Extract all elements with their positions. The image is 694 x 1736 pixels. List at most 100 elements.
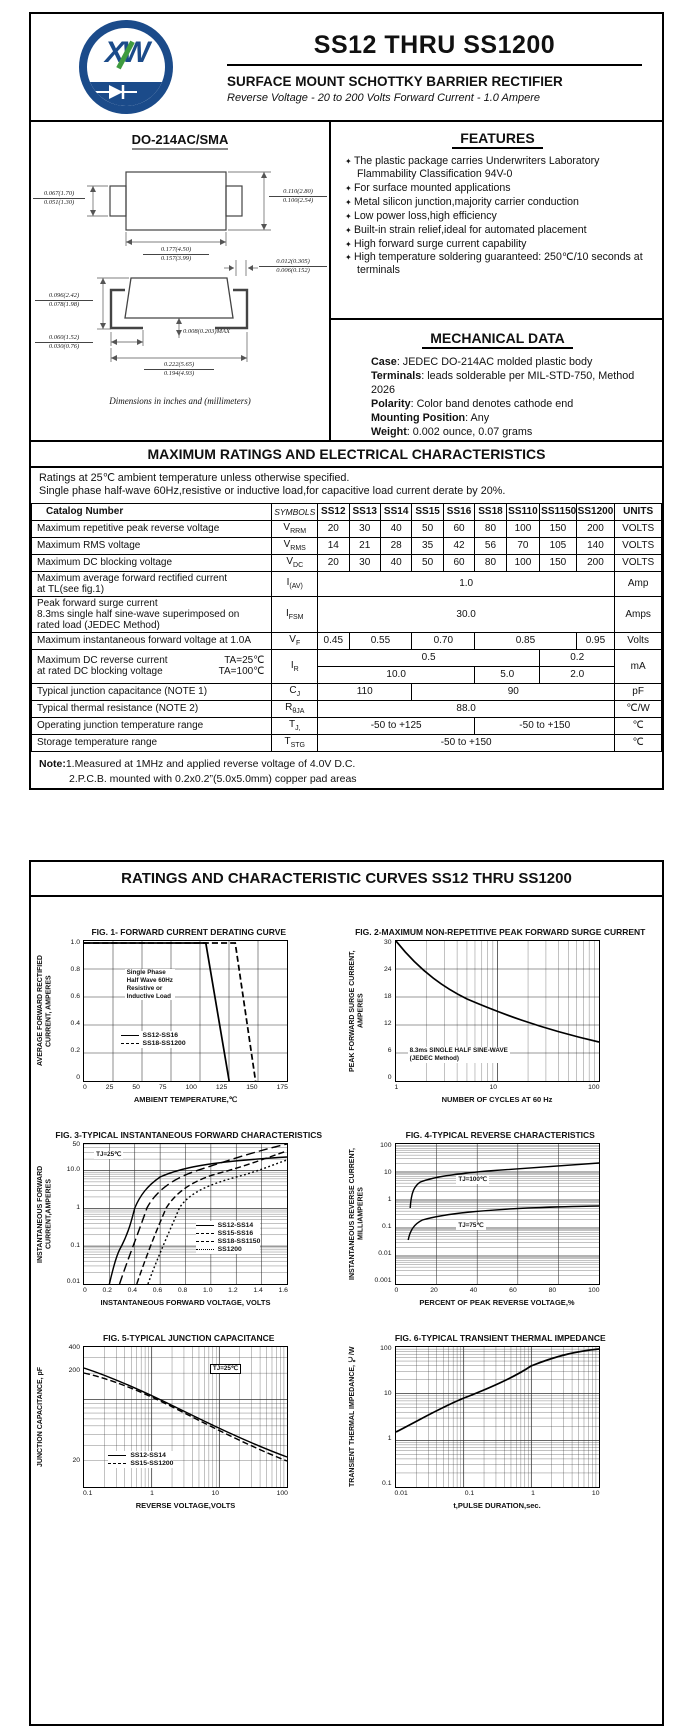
figure-5-plot: TJ=25℃ SS12-SS14 SS15-SS1200 [83,1346,288,1488]
table-row: Maximum DC reverse current TA=25℃ at rate… [30,648,662,684]
table-row: Maximum instantaneous forward voltage at… [30,631,662,650]
figure-6-plot [394,1346,600,1488]
table-row: Maximum repetitive peak reverse voltage … [30,519,662,538]
table-row: Operating junction temperature range TJ,… [30,716,662,735]
mech-polarity: Polarity: Color band denotes cathode end [371,398,574,411]
figure-5-annotation: TJ=25℃ [209,1363,241,1374]
figure-3-legend: SS12-SS14 SS15-SS16 SS18-SS1150 SS1200 [195,1221,261,1254]
figure-1-ylabel: AVERAGE FORWARD RECTIFIED CURRENT, AMPER… [37,955,53,1067]
dim-lead-thickness: 0.012(0.305) 0.006(0.152) [259,258,327,275]
note-line-2: 2.P.C.B. mounted with 0.2x0.2”(5.0x5.0mm… [69,773,357,786]
mech-terminals: Terminals: leads solderable per MIL-STD-… [371,370,635,397]
feature-item: Built-in strain relief,ideal for automat… [345,224,652,237]
figure-2-annotation: 8.3ms SINGLE HALF SINE-WAVE (JEDEC Metho… [407,1047,510,1064]
dim-tab-height: 0.067(1.70) 0.051(1.30) [33,190,85,207]
figure-3-xticks: 0 0.2 0.4 0.6 0.8 1.0 1.2 1.4 1.6 [83,1287,288,1294]
col-catalog: Catalog Number [30,502,273,521]
dim-body-width: 0.177(4.50) 0.157(3.99) [143,246,209,263]
mechanical-heading: MECHANICAL DATA [422,330,573,349]
figure-5-yticks: 400 200 20 [68,1344,80,1464]
col-part: SS1150 [539,502,577,521]
figure-1-xticks: 0 25 50 75 100 125 150 175 [83,1084,288,1091]
figure-3-title: FIG. 3-TYPICAL INSTANTANEOUS FORWARD CHA… [55,1129,323,1140]
figure-4-yticks: 100 10 1 0.1 0.01 0.001 [374,1142,392,1284]
figure-4-xlabel: PERCENT OF PEAK REVERSE VOLTAGE,% [419,1298,575,1307]
figure-5: FIG. 5-TYPICAL JUNCTION CAPACITANCE JUNC… [37,1321,341,1510]
feature-item: Metal silicon junction,majority carrier … [345,196,652,209]
right-column: FEATURES The plastic package carries Und… [331,122,662,440]
col-symbols: SYMBOLS [271,502,319,521]
ratings-conditions: Ratings at 25℃ ambient temperature unles… [31,468,662,503]
table-row: Storage temperature range TSTG -50 to +1… [30,733,662,752]
table-row: Maximum DC blocking voltage VDC 20 30 40… [30,553,662,572]
condition-line-2: Single phase half-wave 60Hz,resistive or… [39,485,506,498]
figures-grid: FIG. 1- FORWARD CURRENT DERATING CURVE A… [31,897,662,1510]
table-row: Maximum RMS voltage VRMS 14 21 28 35 42 … [30,536,662,555]
figure-5-xticks: 0.1 1 10 100 [83,1490,288,1497]
table-row: Typical junction capacitance (NOTE 1) CJ… [30,682,662,701]
datasheet-page-2: RATINGS AND CHARACTERISTIC CURVES SS12 T… [29,860,664,1726]
brand-logo: XW [79,20,173,114]
drawing-caption: Dimensions in inches and (millimeters) [109,396,251,406]
figure-3-yticks: 50 10.0 1 0.1 0.01 [66,1141,80,1285]
table-row: 10.0 5.0 2.0 [32,665,662,684]
features-list: The plastic package carries Underwriters… [345,155,652,277]
features-heading: FEATURES [452,130,543,149]
col-part: SS110 [505,502,541,521]
condition-line-1: Ratings at 25℃ ambient temperature unles… [39,472,350,484]
col-part: SS13 [348,502,381,521]
figure-6-ylabel: TRANSIENT THERMAL IMPEDANCE, ℃/W [348,1346,356,1488]
diode-icon [95,85,137,99]
derating-curve-svg [84,941,287,1081]
mech-weight: Weight: 0.002 ounce, 0.07 grams [371,426,533,439]
ratings-heading: MAXIMUM RATINGS AND ELECTRICAL CHARACTER… [31,440,662,468]
figure-3: FIG. 3-TYPICAL INSTANTANEOUS FORWARD CHA… [37,1118,341,1307]
figure-2-plot: 8.3ms SINGLE HALF SINE-WAVE (JEDEC Metho… [394,940,600,1082]
figure-2-xticks: 1 10 100 [394,1084,600,1091]
col-part: SS16 [442,502,476,521]
ratings-table: Catalog Number SYMBOLS SS12 SS13 SS14 SS… [30,502,662,752]
figure-4-curve-label-100: TJ=100℃ [456,1176,489,1185]
feature-item: High temperature soldering guaranteed: 2… [345,251,652,277]
figure-1-xlabel: AMBIENT TEMPERATURE,℃ [133,1095,238,1104]
figure-5-ylabel: JUNCTION CAPACITANCE, pF [37,1366,44,1468]
package-drawing-panel: DO-214AC/SMA [31,122,331,440]
logo-band [87,82,165,106]
dim-overall-width: 0.222(5.65) 0.194(4.93) [144,361,214,378]
figure-2-ylabel: PEAK FORWARD SURGE CURRENT, AMPERES [348,950,364,1072]
col-part: SS14 [379,502,413,521]
page-subtitle: SURFACE MOUNT SCHOTTKY BARRIER RECTIFIER [227,73,563,89]
figure-3-xlabel: INSTANTANEOUS FORWARD VOLTAGE, VOLTS [100,1298,271,1307]
col-part: SS12 [317,502,350,521]
table-row: Typical thermal resistance (NOTE 2) RθJA… [30,699,662,718]
note-line-1: Note:1.Measured at 1MHz and applied reve… [39,757,356,770]
figure-3-plot: TJ=25℃ SS12-SS14 SS15-SS16 SS18-SS1150 S… [83,1143,288,1285]
curves-heading: RATINGS AND CHARACTERISTIC CURVES SS12 T… [31,862,662,897]
figure-2-xlabel: NUMBER OF CYCLES AT 60 Hz [441,1095,553,1104]
thermal-impedance-svg [395,1347,599,1487]
figure-6: FIG. 6-TYPICAL TRANSIENT THERMAL IMPEDAN… [349,1321,653,1510]
feature-item: The plastic package carries Underwriters… [345,155,652,181]
feature-item: For surface mounted applications [345,182,652,195]
figure-3-ylabel: INSTANTANEOUS FORWARD CURRENT,AMPERES [37,1165,53,1263]
figure-4-title: FIG. 4-TYPICAL REVERSE CHARACTERISTICS [405,1129,595,1140]
mech-case: Case: JEDEC DO-214AC molded plastic body [371,356,593,368]
figure-6-yticks: 100 10 1 0.1 [380,1345,392,1487]
figure-4-xticks: 0 20 40 60 80 100 [394,1287,600,1294]
col-units: UNITS [614,502,662,521]
dim-foot-length: 0.060(1.52) 0.030(0.76) [35,334,93,351]
ratings-tagline: Reverse Voltage - 20 to 200 Volts Forwar… [227,91,541,104]
figure-6-title: FIG. 6-TYPICAL TRANSIENT THERMAL IMPEDAN… [394,1332,606,1343]
dim-profile-height: 0.096(2.42) 0.078(1.98) [35,292,93,309]
header: XW SS12 THRU SS1200 SURFACE MOUNT SCHOTT… [31,14,662,120]
datasheet-page-1: XW SS12 THRU SS1200 SURFACE MOUNT SCHOTT… [29,12,664,790]
figure-1-plot: Single Phase Half Wave 60Hz Resistive or… [83,940,288,1082]
figure-5-xlabel: REVERSE VOLTAGE,VOLTS [135,1501,236,1510]
mechanical-lines: Case: JEDEC DO-214AC molded plastic body… [371,355,652,439]
table-notes: Note:1.Measured at 1MHz and applied reve… [31,752,662,787]
figure-1-annotation: Single Phase Half Wave 60Hz Resistive or… [124,969,175,1001]
figure-4-curve-label-75: TJ=75℃ [456,1222,486,1231]
figure-6-xticks: 0.01 0.1 1 10 [394,1490,600,1497]
table-row: Maximum average forward rectified curren… [30,570,662,597]
dim-standoff: 0.008(0.203)MAX [183,328,230,335]
